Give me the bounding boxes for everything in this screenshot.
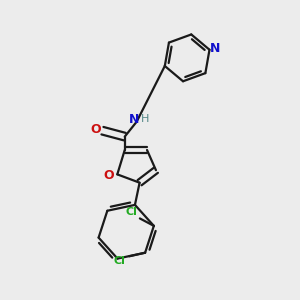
Text: N: N bbox=[129, 113, 140, 126]
Text: N: N bbox=[210, 42, 220, 55]
Text: Cl: Cl bbox=[113, 256, 125, 266]
Text: O: O bbox=[103, 169, 114, 182]
Text: Cl: Cl bbox=[125, 207, 137, 217]
Text: H: H bbox=[141, 114, 150, 124]
Text: O: O bbox=[91, 123, 101, 136]
